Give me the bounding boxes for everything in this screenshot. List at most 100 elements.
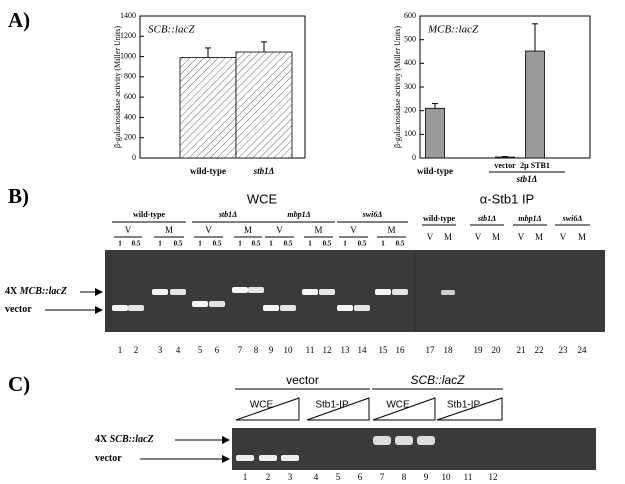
lane-number: 3 xyxy=(158,345,163,355)
bar xyxy=(179,57,237,159)
lane-number: 12 xyxy=(489,472,498,482)
strain-label: swi6Δ xyxy=(362,210,383,219)
y-tick-label: 200 xyxy=(404,105,416,114)
strain-label: stb1Δ xyxy=(218,210,237,219)
lane-number: 7 xyxy=(238,345,243,355)
panel-label: B) xyxy=(8,184,29,208)
gel-band xyxy=(209,301,225,307)
amount-label: 0.5 xyxy=(358,240,367,248)
marker-name: vector xyxy=(95,453,122,464)
y-tick-label: 100 xyxy=(404,129,416,138)
lane-number: 21 xyxy=(517,345,526,355)
panel-label: C) xyxy=(8,372,30,396)
lane-number: 23 xyxy=(559,345,569,355)
y-axis-label: β-galactosidase activity (Miller Units) xyxy=(393,26,402,148)
gel-band xyxy=(128,305,144,311)
strain-label: mbp1Δ xyxy=(287,210,310,219)
lane-number: 16 xyxy=(396,345,406,355)
lane-number: 24 xyxy=(578,345,588,355)
x-tick-label: wild-type xyxy=(417,166,453,176)
chart-title: MCB::lacZ xyxy=(427,24,479,36)
gel-band xyxy=(373,436,391,445)
lane-number: 12 xyxy=(323,345,332,355)
strain-label: swi6Δ xyxy=(562,214,583,223)
lane-number: 6 xyxy=(215,345,220,355)
marker-label: vector xyxy=(5,304,32,315)
gel-band xyxy=(395,436,413,445)
condition-label: V xyxy=(518,232,525,242)
strain-label: wild-type xyxy=(133,210,165,219)
gel-band xyxy=(337,305,353,311)
subgroup-label: WCE xyxy=(386,400,410,411)
marker-label: vector xyxy=(95,453,122,464)
marker-label: 4X SCB::lacZ xyxy=(95,434,154,445)
gel xyxy=(105,250,605,332)
plot-frame xyxy=(419,15,591,159)
condition-label: M xyxy=(578,232,586,242)
lane-number: 8 xyxy=(402,472,407,482)
strain-label: stb1Δ xyxy=(477,214,496,223)
group-label: SCB::lacZ xyxy=(410,373,465,387)
condition-label: M xyxy=(492,232,500,242)
amount-label: 1 xyxy=(308,240,312,248)
wedge xyxy=(436,397,503,421)
gel-band xyxy=(263,305,279,311)
gel-band xyxy=(302,289,318,295)
amount-label: 0.5 xyxy=(174,240,183,248)
condition-label: M xyxy=(444,232,452,242)
marker-prefix: 4X xyxy=(5,286,18,297)
lane-number: 1 xyxy=(118,345,123,355)
subgroup-label: WCE xyxy=(250,400,274,411)
condition-label: M xyxy=(535,232,543,242)
condition-label: M xyxy=(314,225,322,235)
amount-label: 1 xyxy=(238,240,242,248)
lane-number: 3 xyxy=(288,472,293,482)
condition-label: M xyxy=(387,225,395,235)
y-tick-label: 0 xyxy=(412,153,416,162)
lane-number: 13 xyxy=(341,345,351,355)
strain-label: mbp1Δ xyxy=(518,214,541,223)
gel-band xyxy=(192,301,208,307)
gel-band xyxy=(280,305,296,311)
lane-number: 15 xyxy=(379,345,389,355)
y-tick-label: 800 xyxy=(124,72,136,81)
lane-number: 9 xyxy=(269,345,274,355)
gel-band xyxy=(232,287,248,293)
gel-band xyxy=(259,455,277,461)
y-tick-label: 400 xyxy=(124,112,136,121)
condition-label: M xyxy=(244,225,252,235)
condition-label: M xyxy=(165,225,173,235)
gel-band xyxy=(319,289,335,295)
lane-number: 10 xyxy=(284,345,294,355)
panel-label: A) xyxy=(8,8,30,32)
lane-number: 14 xyxy=(358,345,368,355)
y-tick-label: 500 xyxy=(404,34,416,43)
y-tick-label: 300 xyxy=(404,82,416,91)
condition-label: V xyxy=(475,232,482,242)
gel-band xyxy=(112,305,128,311)
strain-label: wild-type xyxy=(423,214,455,223)
amount-label: 0.5 xyxy=(323,240,332,248)
lane-number: 19 xyxy=(474,345,484,355)
bar xyxy=(495,156,515,159)
gel-band xyxy=(152,289,168,295)
condition-label: V xyxy=(350,225,357,235)
y-tick-label: 1200 xyxy=(120,31,136,40)
bar xyxy=(525,50,545,159)
gel-band xyxy=(236,455,254,461)
lane-number: 4 xyxy=(314,472,319,482)
amount-label: 1 xyxy=(269,240,273,248)
marker-prefix: 4X xyxy=(95,434,108,445)
amount-label: 1 xyxy=(343,240,347,248)
group-label: vector xyxy=(286,373,319,387)
lane-number: 11 xyxy=(306,345,315,355)
lane-number: 1 xyxy=(243,472,248,482)
lane-number: 18 xyxy=(444,345,454,355)
lane-number: 5 xyxy=(336,472,341,482)
gel-band xyxy=(354,305,370,311)
y-axis-label: β-galactosidase activity (Miller Units) xyxy=(113,26,122,148)
group-label: stb1Δ xyxy=(516,174,538,184)
subgroup-label: Stb1-IP xyxy=(447,400,481,411)
lane-number: 17 xyxy=(426,345,436,355)
condition-label: V xyxy=(276,225,283,235)
